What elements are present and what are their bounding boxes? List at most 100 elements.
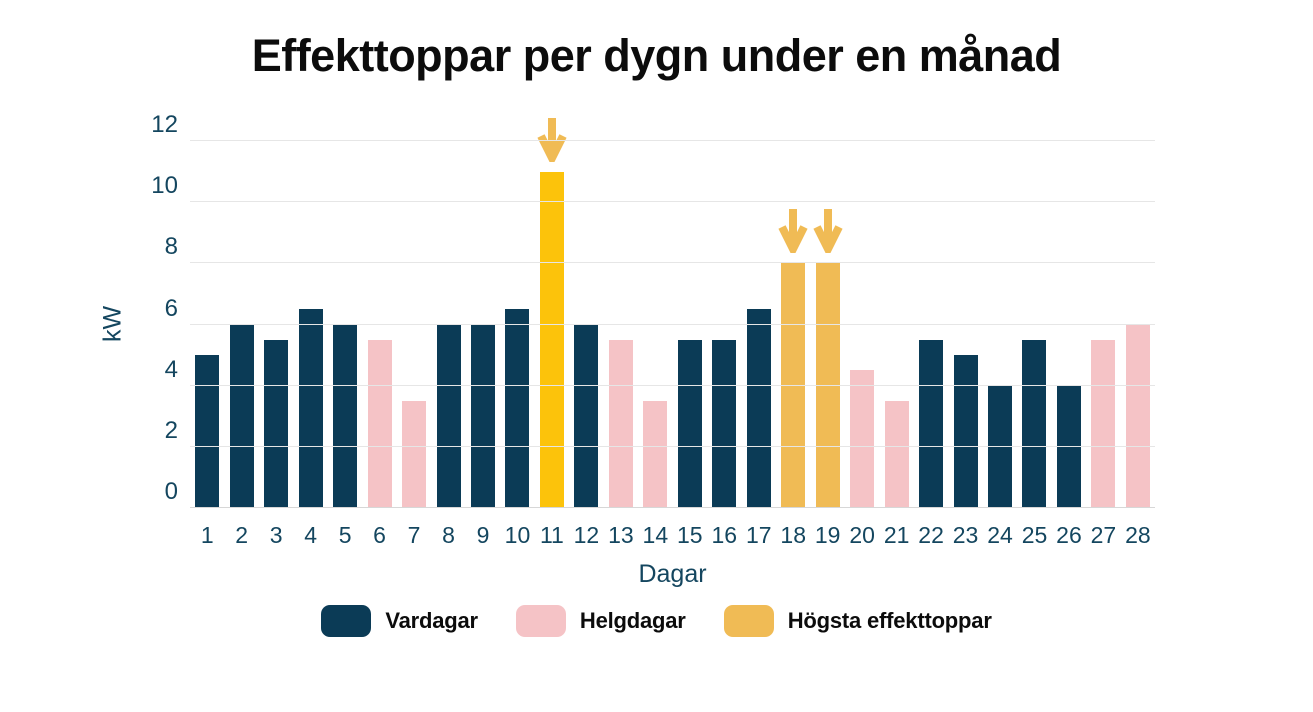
- bar-slot-day-22: 22: [914, 141, 948, 548]
- bar-slot-day-26: 26: [1052, 141, 1086, 548]
- gridline-12: [190, 140, 1155, 141]
- bar-slot-day-23: 23: [948, 141, 982, 548]
- x-tick-label-25: 25: [1021, 522, 1048, 548]
- bar-slot-day-18: 18: [776, 141, 810, 548]
- x-tick-label-7: 7: [407, 522, 421, 548]
- bar-slot-day-5: 5: [328, 141, 362, 548]
- bar-day-16: [712, 339, 737, 508]
- bar-day-10: [505, 309, 530, 508]
- legend-label-2: Högsta effekttoppar: [787, 608, 992, 633]
- bar-day-9: [470, 324, 495, 508]
- x-tick-label-5: 5: [338, 522, 352, 548]
- x-tick-label-11: 11: [539, 522, 564, 548]
- bar-day-12: [574, 324, 599, 508]
- x-tick-label-16: 16: [711, 522, 738, 548]
- bar-slot-day-19: 19: [810, 141, 844, 548]
- y-tick-label-12: 12: [151, 111, 178, 138]
- bar-day-21: [884, 400, 909, 508]
- bar-slot-day-13: 13: [604, 141, 638, 548]
- chart-title: Effekttoppar per dygn under en månad: [251, 30, 1062, 81]
- peak-arrow-icon-day-19: [813, 207, 843, 259]
- bar-day-7: [402, 400, 427, 508]
- bar-slot-day-7: 7: [397, 141, 431, 548]
- x-tick-label-8: 8: [442, 522, 455, 548]
- bar-slot-day-20: 20: [845, 141, 879, 548]
- bar-slot-day-1: 1: [190, 141, 224, 548]
- bar-slot-day-3: 3: [259, 141, 293, 548]
- bar-slot-day-4: 4: [293, 141, 327, 548]
- x-tick-label-27: 27: [1090, 522, 1117, 548]
- bar-day-27: [1091, 339, 1116, 508]
- x-axis-title: Dagar: [638, 560, 707, 588]
- bars-row: 1 2 3 4 5 6 7 8 9 10 11 12 13 14 15 16 17 18 19 20 21 22 23 24 2…: [190, 117, 1155, 548]
- x-tick-label-13: 13: [608, 522, 634, 548]
- x-tick-label-10: 10: [504, 522, 531, 548]
- bar-day-11: [539, 171, 564, 508]
- bar-day-15: [677, 339, 702, 508]
- y-tick-label-6: 6: [164, 294, 178, 322]
- gridline-10: [190, 201, 1155, 203]
- y-tick-label-8: 8: [164, 233, 178, 261]
- legend-label-0: Vardagar: [385, 608, 478, 633]
- x-tick-label-1: 1: [200, 522, 214, 548]
- x-tick-label-21: 21: [883, 522, 910, 548]
- x-tick-label-19: 19: [814, 522, 841, 548]
- peak-arrow-icon-day-18: [778, 207, 808, 259]
- bar-day-28: [1125, 324, 1150, 508]
- bar-slot-day-2: 2: [224, 141, 258, 548]
- bar-day-2: [229, 324, 254, 508]
- bar-day-20: [850, 370, 875, 508]
- bar-slot-day-24: 24: [983, 141, 1017, 548]
- bar-day-19: [815, 263, 840, 508]
- x-tick-label-14: 14: [642, 522, 669, 548]
- x-tick-label-22: 22: [918, 522, 944, 548]
- gridline-8: [190, 262, 1155, 264]
- legend-item-0: Vardagar: [321, 605, 478, 637]
- y-axis-labels: 0 2 4 6 8 10 12: [118, 111, 178, 508]
- bar-slot-day-16: 16: [707, 141, 741, 548]
- bar-slot-day-15: 15: [673, 141, 707, 548]
- gridline-0: [190, 507, 1155, 508]
- x-tick-label-3: 3: [269, 522, 283, 548]
- legend-swatch-peak_soft: [723, 605, 774, 637]
- gridline-2: [190, 445, 1155, 447]
- x-tick-label-12: 12: [573, 522, 600, 548]
- bar-slot-day-8: 8: [431, 141, 465, 548]
- bar-slot-day-27: 27: [1086, 141, 1120, 548]
- bar-day-22: [919, 339, 944, 508]
- legend-item-2: Högsta effekttoppar: [723, 605, 992, 637]
- bar-slot-day-25: 25: [1017, 141, 1051, 548]
- x-tick-label-26: 26: [1056, 522, 1082, 548]
- x-tick-label-4: 4: [304, 522, 318, 548]
- x-tick-label-24: 24: [987, 522, 1013, 548]
- x-tick-label-23: 23: [952, 522, 979, 548]
- x-tick-label-15: 15: [677, 522, 703, 548]
- bar-slot-day-21: 21: [879, 141, 913, 548]
- legend: Vardagar Helgdagar Högsta effekttoppar: [0, 605, 1313, 637]
- x-tick-label-18: 18: [780, 522, 806, 548]
- bar-day-14: [643, 400, 668, 508]
- gridline-4: [190, 384, 1155, 386]
- bar-day-1: [195, 355, 220, 508]
- bar-day-5: [333, 324, 358, 508]
- y-tick-label-2: 2: [164, 416, 178, 444]
- y-tick-label-4: 4: [164, 355, 178, 383]
- plot-area: 1 2 3 4 5 6 7 8 9 10 11 12 13 14 15 16 17 18 19 20 21 22 23 24 2…: [190, 117, 1155, 548]
- bar-day-17: [746, 309, 771, 508]
- y-tick-label-10: 10: [151, 172, 178, 200]
- x-tick-label-9: 9: [476, 522, 490, 548]
- bar-day-25: [1022, 339, 1047, 508]
- peak-arrow-icon-day-11: [537, 116, 567, 167]
- legend-swatch-helgdagar: [515, 605, 566, 637]
- x-tick-label-2: 2: [235, 522, 249, 548]
- x-tick-label-28: 28: [1125, 522, 1151, 548]
- legend-item-1: Helgdagar: [515, 605, 686, 637]
- x-tick-label-6: 6: [373, 522, 386, 548]
- bar-slot-day-17: 17: [742, 141, 776, 548]
- legend-swatch-vardagar: [321, 605, 372, 637]
- bar-day-6: [367, 339, 392, 508]
- y-tick-label-0: 0: [164, 478, 178, 505]
- bar-day-3: [264, 339, 289, 508]
- bar-slot-day-12: 12: [569, 141, 603, 548]
